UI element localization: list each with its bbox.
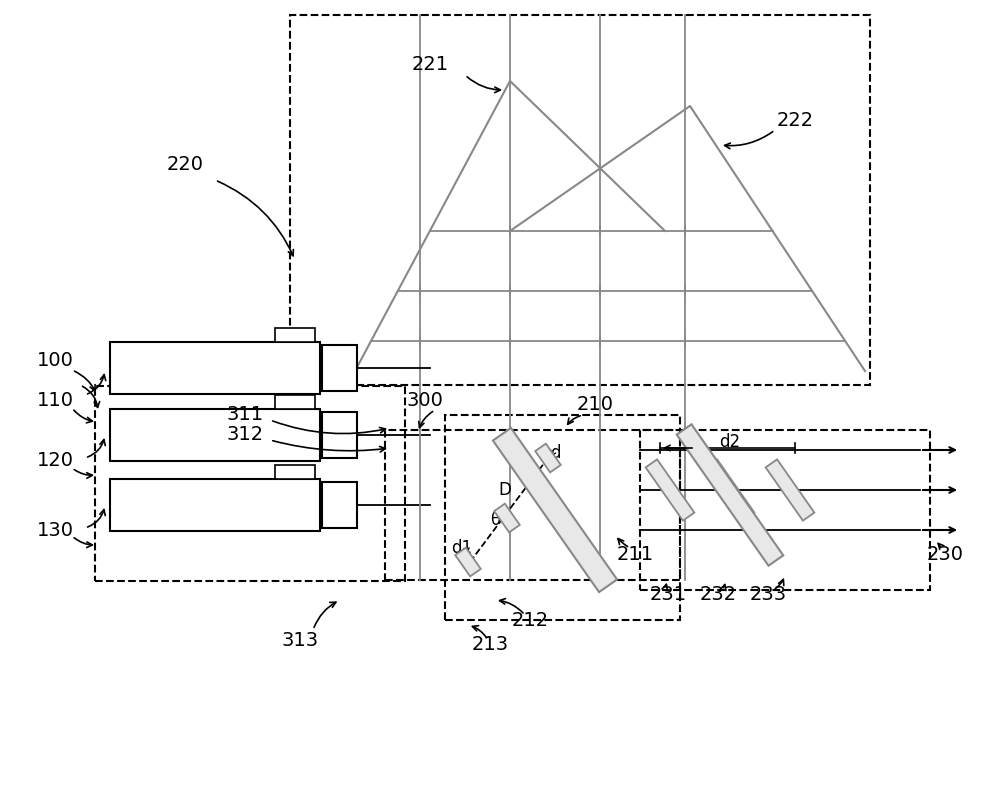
Text: 130: 130 <box>36 521 74 540</box>
Text: 212: 212 <box>511 610 549 630</box>
Text: 100: 100 <box>37 351 73 369</box>
Bar <box>322 412 357 458</box>
Bar <box>110 342 320 394</box>
Bar <box>275 395 315 409</box>
Text: d1: d1 <box>451 539 473 557</box>
Text: 233: 233 <box>749 586 787 605</box>
Text: 311: 311 <box>226 405 264 425</box>
Text: 312: 312 <box>226 425 264 445</box>
Bar <box>640 430 930 590</box>
Text: 222: 222 <box>776 111 814 130</box>
Polygon shape <box>706 459 754 521</box>
Polygon shape <box>494 504 520 533</box>
Bar <box>110 479 320 531</box>
Text: 211: 211 <box>616 545 654 565</box>
Polygon shape <box>646 459 694 521</box>
Text: 231: 231 <box>649 586 687 605</box>
Text: 120: 120 <box>36 450 74 469</box>
Text: 213: 213 <box>471 635 509 654</box>
Text: 220: 220 <box>166 155 204 175</box>
Bar <box>275 465 315 479</box>
Text: 230: 230 <box>926 545 964 565</box>
Text: 210: 210 <box>576 396 614 414</box>
Text: θ: θ <box>490 511 500 529</box>
Text: 313: 313 <box>281 630 319 650</box>
Bar <box>322 481 357 529</box>
Bar <box>275 328 315 342</box>
Bar <box>290 15 870 385</box>
Polygon shape <box>677 425 783 566</box>
Polygon shape <box>455 548 481 577</box>
Text: 232: 232 <box>699 586 737 605</box>
Bar <box>385 430 680 580</box>
Polygon shape <box>766 459 814 521</box>
Text: D: D <box>499 481 511 499</box>
Bar <box>322 344 357 392</box>
Text: d2: d2 <box>719 433 741 451</box>
Text: 110: 110 <box>36 391 74 409</box>
Text: 221: 221 <box>411 55 449 74</box>
Polygon shape <box>493 428 617 592</box>
Text: 300: 300 <box>407 391 443 409</box>
Bar <box>95 386 405 581</box>
Polygon shape <box>535 444 561 473</box>
Bar <box>110 409 320 461</box>
Bar <box>445 415 680 620</box>
Text: d: d <box>550 444 560 462</box>
